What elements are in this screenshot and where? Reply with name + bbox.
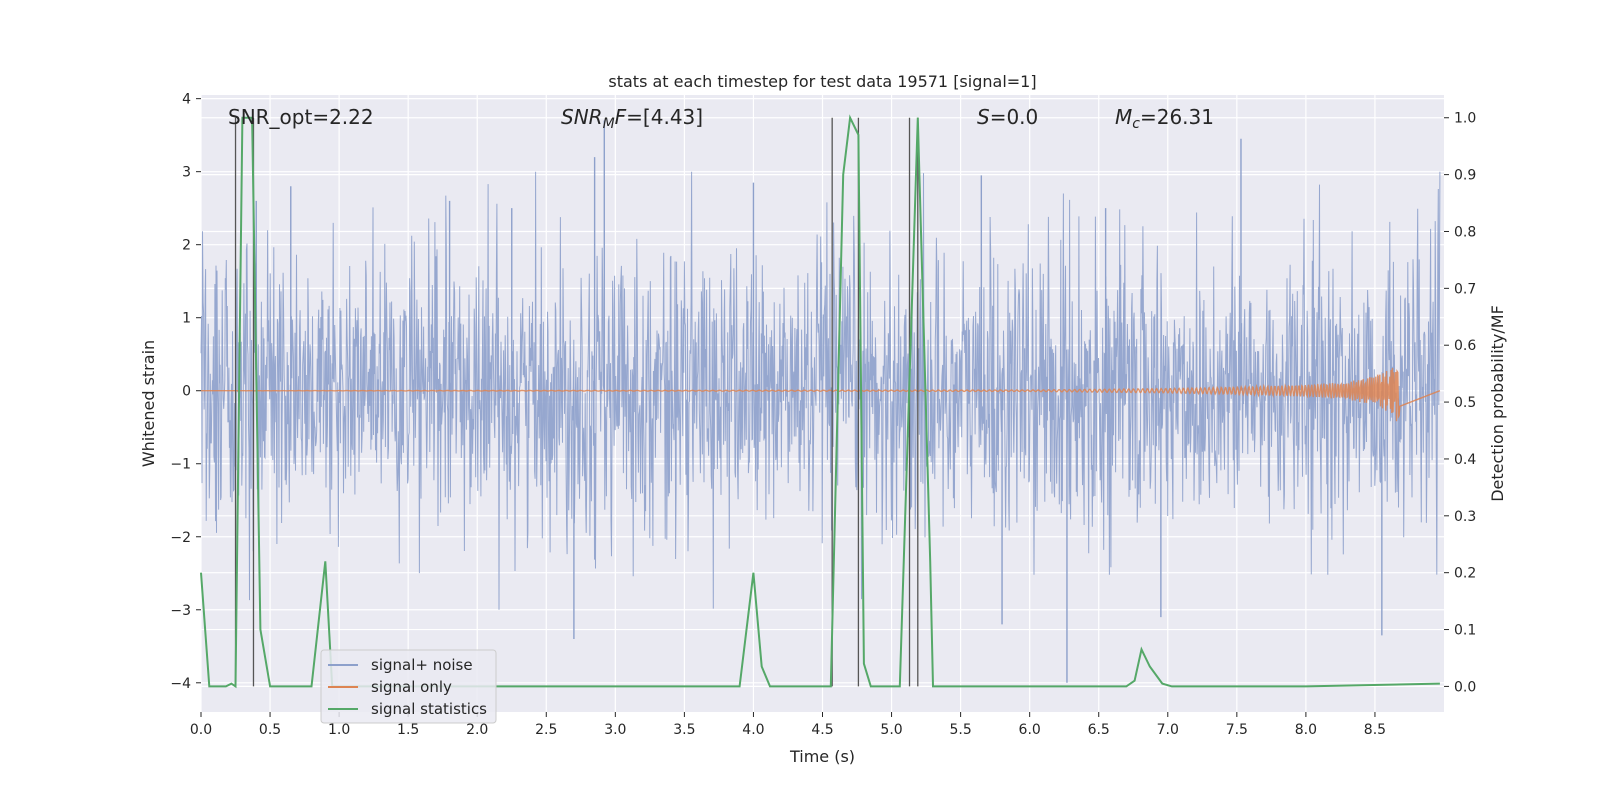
left-y-axis-ticks: −4 −3 −2 −1 0 1 2 3 4 xyxy=(170,92,201,692)
x-tick-label: 1.5 xyxy=(397,722,419,738)
right-y-tick-label: 0.7 xyxy=(1454,281,1476,297)
x-tick-label: 2.0 xyxy=(466,722,488,738)
legend-label-noise: signal+ noise xyxy=(371,656,473,674)
right-y-tick-label: 0.8 xyxy=(1454,224,1476,240)
annotation-snr-mf-value: =[4.43] xyxy=(626,105,703,129)
legend: signal+ noise signal only signal statist… xyxy=(320,649,497,724)
x-axis-ticks: 0.0 0.5 1.0 1.5 2.0 2.5 3.0 3.5 4.0 4.5 5.0 5.5 6.0 6… xyxy=(190,712,1386,738)
left-y-tick-label: 1 xyxy=(182,311,191,327)
annotation-mc: Mc=26.31 xyxy=(1115,105,1214,132)
statistics-line xyxy=(200,114,1440,689)
right-y-tick-label: 0.0 xyxy=(1454,679,1476,695)
annotation-snr-mf-subscript: M xyxy=(603,116,615,132)
right-y-axis-label: Detection probability/MF xyxy=(1488,305,1507,502)
x-tick-label: 2.5 xyxy=(535,722,557,738)
right-y-axis-ticks: 0.0 0.1 0.2 0.3 0.4 0.5 0.6 0.7 0.8 0.9 1.0 xyxy=(1444,111,1476,695)
x-tick-label: 0.0 xyxy=(190,722,212,738)
x-tick-label: 1.0 xyxy=(328,722,350,738)
annotation-s-value: =0.0 xyxy=(990,105,1039,129)
signal-line xyxy=(201,367,1441,422)
x-tick-label: 3.0 xyxy=(604,722,626,738)
x-tick-label: 8.5 xyxy=(1364,722,1386,738)
x-tick-label: 7.5 xyxy=(1226,722,1248,738)
left-y-tick-label: 4 xyxy=(182,92,191,108)
left-y-tick-label: 3 xyxy=(182,165,191,181)
x-tick-label: 8.0 xyxy=(1295,722,1317,738)
left-y-tick-label: 0 xyxy=(182,384,191,400)
annotation-s: S=0.0 xyxy=(977,105,1038,129)
right-y-tick-label: 0.1 xyxy=(1454,623,1476,639)
left-y-tick-label: −3 xyxy=(170,603,191,619)
noise-line xyxy=(200,171,1441,610)
signal-series xyxy=(201,367,1441,422)
x-axis-label: Time (s) xyxy=(789,747,855,766)
left-y-axis-label: Whitened strain xyxy=(139,340,158,467)
annotation-snr-mf-symbol: SNR xyxy=(561,105,603,129)
x-tick-label: 6.5 xyxy=(1088,722,1110,738)
chart-title: stats at each timestep for test data 195… xyxy=(608,72,1036,91)
right-y-tick-label: 0.5 xyxy=(1454,395,1476,411)
left-y-tick-label: −2 xyxy=(170,530,191,546)
x-tick-label: 5.0 xyxy=(880,722,902,738)
annotation-snr-mf: SNRMF=[4.43] xyxy=(561,105,703,132)
annotation-snr-opt: SNR_opt=2.22 xyxy=(228,105,374,129)
left-y-tick-label: −4 xyxy=(170,676,191,692)
annotation-s-symbol: S xyxy=(977,105,990,129)
legend-label-signal: signal only xyxy=(371,678,452,696)
right-y-tick-label: 0.3 xyxy=(1454,509,1476,525)
x-tick-label: 7.0 xyxy=(1157,722,1179,738)
x-tick-label: 3.5 xyxy=(673,722,695,738)
annotation-mc-subscript: c xyxy=(1132,116,1140,132)
x-tick-label: 6.0 xyxy=(1019,722,1041,738)
x-tick-label: 0.5 xyxy=(259,722,281,738)
right-y-tick-label: 0.2 xyxy=(1454,566,1476,582)
right-y-tick-label: 0.6 xyxy=(1454,338,1476,354)
legend-box xyxy=(320,649,497,724)
x-tick-label: 4.0 xyxy=(742,722,764,738)
left-y-tick-label: 2 xyxy=(182,238,191,254)
annotation-snr-mf-symbol2: F xyxy=(615,105,627,129)
legend-label-statistics: signal statistics xyxy=(371,700,487,718)
right-y-tick-label: 0.4 xyxy=(1454,452,1476,468)
x-tick-label: 5.5 xyxy=(949,722,971,738)
left-y-tick-label: −1 xyxy=(170,457,191,473)
x-tick-label: 4.5 xyxy=(811,722,833,738)
right-y-tick-label: 1.0 xyxy=(1454,111,1476,127)
noise-series xyxy=(200,120,1441,683)
right-y-tick-label: 0.9 xyxy=(1454,168,1476,184)
annotation-mc-value: =26.31 xyxy=(1140,105,1214,129)
annotation-mc-symbol: M xyxy=(1115,105,1132,129)
statistics-series xyxy=(200,114,1440,689)
